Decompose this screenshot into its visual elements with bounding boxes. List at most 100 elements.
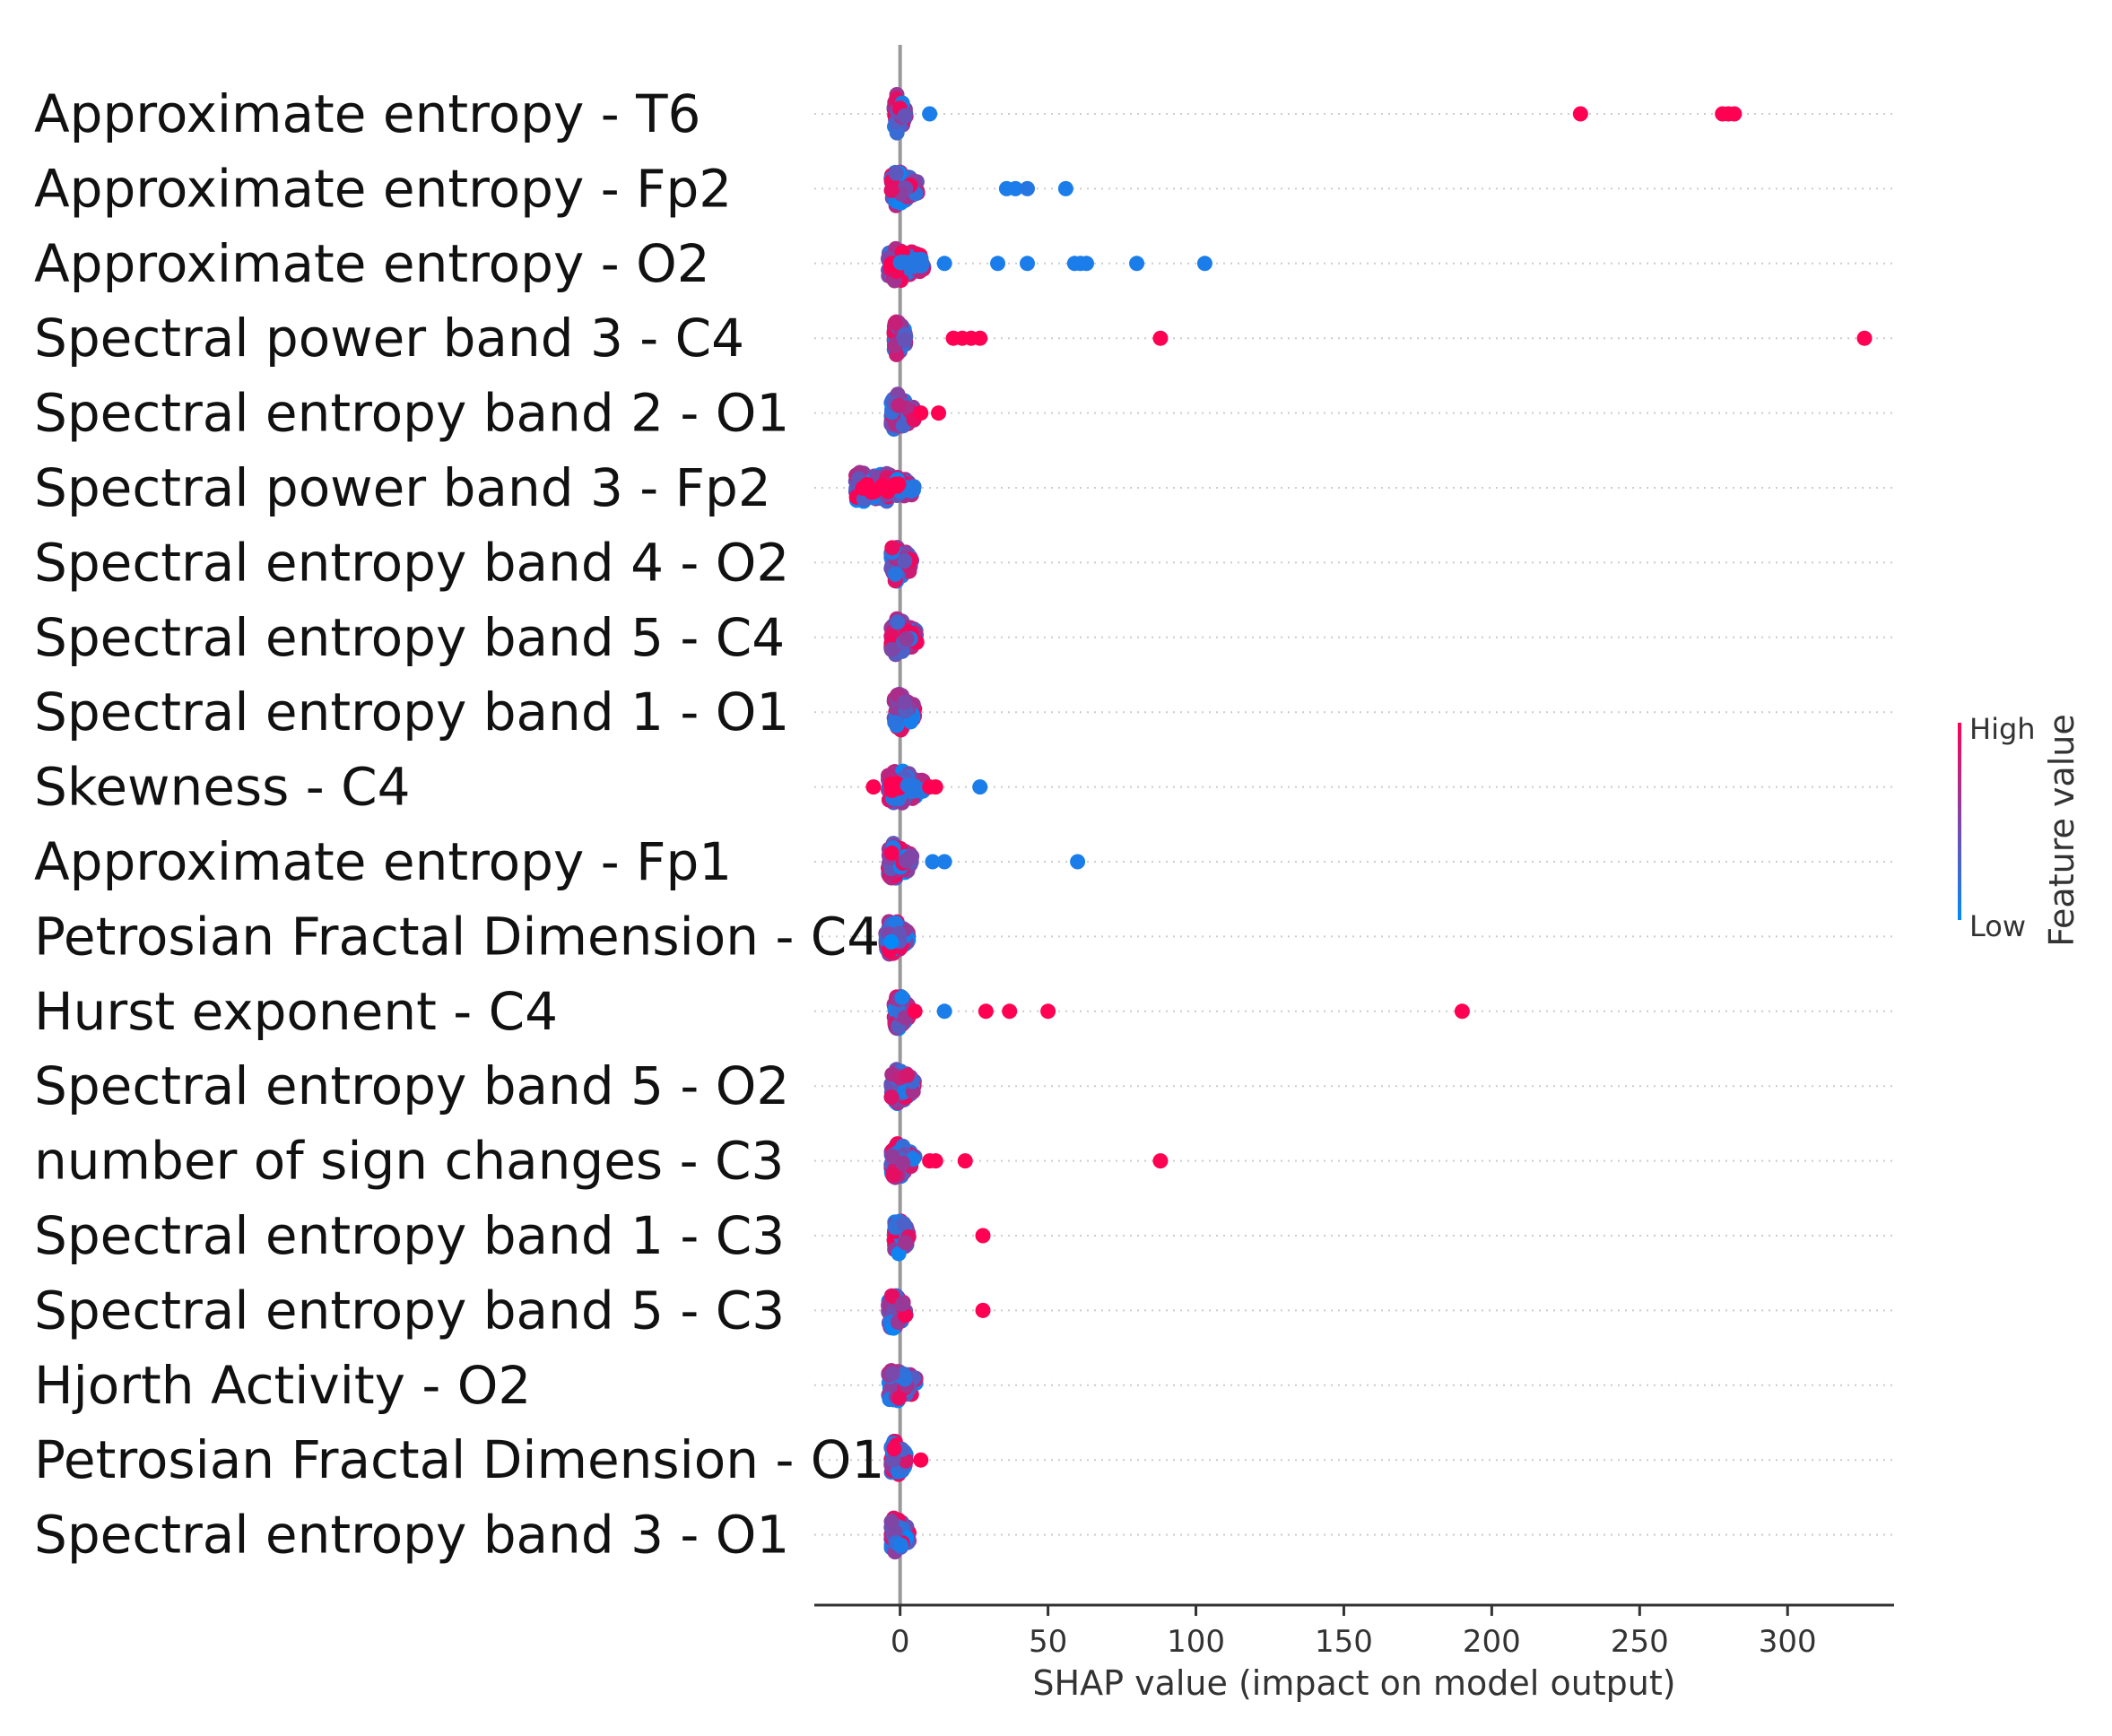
shap-point [884,540,900,556]
shap-outlier-point [1020,256,1036,272]
x-axis-title: SHAP value (impact on model output) [1032,1663,1675,1703]
x-tick-label: 150 [1315,1624,1373,1660]
shap-point [883,782,900,798]
shap-point [897,1307,913,1324]
shap-point [893,1537,909,1553]
shap-point [894,990,910,1006]
feature-label: Approximate entropy - T6 [34,83,700,144]
shap-outlier-point [1152,1153,1169,1169]
x-tick-label: 100 [1167,1624,1225,1660]
shap-point [906,482,922,498]
feature-label: Spectral entropy band 5 - O2 [34,1055,789,1116]
shap-outlier-point [1007,180,1023,196]
feature-label: Spectral entropy band 1 - C3 [34,1205,785,1266]
shap-point [874,478,891,494]
shap-outlier-point [1078,256,1094,272]
shap-point [897,694,913,710]
feature-label: Spectral entropy band 5 - C4 [34,607,785,668]
shap-outlier-point [1196,256,1212,272]
x-tick-label: 300 [1759,1624,1817,1660]
x-tick-label: 50 [1029,1624,1067,1660]
feature-label: Spectral entropy band 2 - O1 [34,383,789,444]
x-tick-label: 250 [1611,1624,1669,1660]
feature-label: Spectral entropy band 1 - O1 [34,681,789,742]
shap-point [897,1371,913,1387]
shap-outlier-point [927,1153,943,1169]
shap-outlier-point [927,779,943,795]
data-points [847,86,1873,1560]
shap-outlier-point [922,106,938,122]
shap-point [887,715,903,731]
feature-label: Hurst exponent - C4 [34,981,558,1042]
shap-point [891,397,907,413]
shap-outlier-point [1726,106,1743,122]
shap-outlier-point [1129,256,1145,272]
shap-point [912,257,928,273]
shap-point [883,1089,900,1106]
feature-label: Approximate entropy - Fp2 [34,158,732,219]
shap-point [893,255,909,271]
shap-point [895,1155,911,1171]
shap-point [884,1366,900,1382]
shap-point [883,641,900,657]
feature-label: Spectral entropy band 5 - C3 [34,1280,785,1341]
shap-point [900,1067,916,1083]
shap-point [888,165,904,181]
colorbar: High Low Feature value [1958,712,2082,947]
shap-point [897,332,913,348]
row-gridlines [814,113,1894,1536]
shap-outlier-point [957,1153,973,1169]
shap-point [899,630,915,647]
feature-label: Skewness - C4 [34,757,411,818]
shap-point [886,1441,902,1457]
feature-label: Spectral power band 3 - C4 [34,308,744,369]
shap-outlier-point [1002,1003,1018,1020]
x-axis-ticks: 0 50 100 150 200 250 300 [891,1605,1817,1660]
feature-label: Approximate entropy - Fp1 [34,831,732,892]
shap-point [885,1167,901,1184]
shap-outlier-point [1040,1003,1056,1020]
shap-outlier-point [865,779,882,795]
shap-outlier-point [936,256,952,272]
shap-outlier-point [1856,330,1873,346]
shap-point [899,853,915,869]
shap-outlier-point [1057,180,1073,196]
x-tick-label: 200 [1463,1624,1521,1660]
shap-outlier-point [913,405,929,421]
shap-point [896,1216,912,1232]
feature-labels: Approximate entropy - T6 Approximate entr… [34,83,884,1566]
colorbar-title: Feature value [2042,714,2082,946]
shap-outlier-point [1454,1003,1470,1020]
x-tick-label: 0 [891,1624,910,1660]
shap-outlier-point [1152,330,1169,346]
shap-point [890,614,906,630]
colorbar-gradient [1958,723,1961,920]
feature-label: number of sign changes - C3 [34,1131,784,1192]
shap-point [897,108,913,124]
feature-label: Petrosian Fractal Dimension - O1 [34,1429,884,1490]
shap-point [857,480,873,496]
shap-outlier-point [975,1228,991,1244]
shap-outlier-point [931,405,947,421]
colorbar-low-label: Low [1969,909,2026,943]
shap-point [883,182,900,198]
shap-outlier-point [907,1003,923,1020]
colorbar-high-label: High [1969,712,2036,746]
feature-label: Spectral power band 3 - Fp2 [34,457,771,518]
shap-point [883,933,900,950]
shap-outlier-point [1020,180,1036,196]
shap-outlier-point [978,1003,994,1020]
shap-outlier-point [990,256,1006,272]
feature-label: Spectral entropy band 3 - O1 [34,1505,789,1566]
shap-outlier-point [972,779,988,795]
shap-point [887,566,903,582]
shap-outlier-point [972,330,988,346]
shap-point [887,316,903,332]
shap-outlier-point [975,1302,991,1318]
shap-outlier-point [936,854,952,870]
shap-point [891,1390,908,1406]
feature-label: Hjorth Activity - O2 [34,1355,531,1416]
shap-outlier-point [925,854,941,870]
shap-outlier-point [913,1452,929,1468]
